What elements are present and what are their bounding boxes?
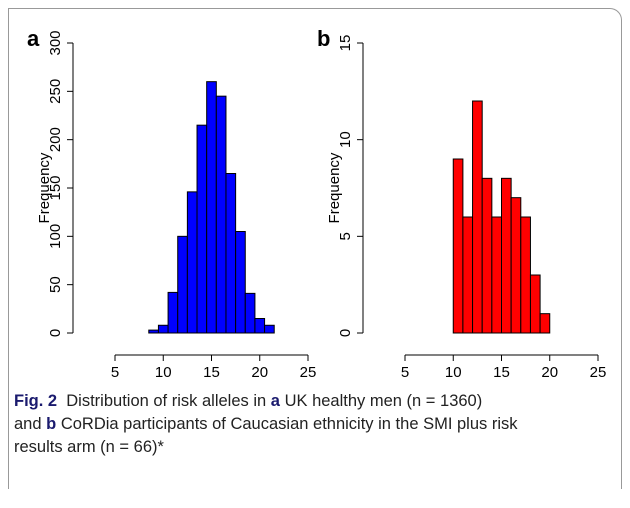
bar: [539, 313, 551, 334]
bar: [254, 318, 266, 334]
bar: [481, 177, 493, 334]
x-tick-label: 5: [401, 364, 409, 381]
y-tick-label: 0: [47, 329, 64, 337]
caption-text: and: [14, 415, 42, 433]
bar: [510, 197, 522, 334]
x-tick-label: 25: [300, 364, 317, 381]
y-tick-label: 15: [337, 35, 354, 52]
y-tick-label: 0: [337, 329, 354, 337]
bar: [225, 173, 237, 334]
x-tick-label: 10: [445, 364, 462, 381]
bar: [215, 95, 227, 334]
bar: [206, 81, 217, 334]
bar: [186, 191, 198, 334]
chart: a050100150200250300Frequency510152025Unw…: [27, 26, 607, 381]
y-tick-label: 150: [47, 175, 64, 200]
bar: [148, 329, 159, 334]
caption-text: CoRDia participants of Caucasian ethnici…: [60, 415, 518, 433]
bar: [529, 274, 541, 334]
caption-text: results arm (n = 66)*: [14, 438, 164, 456]
y-tick-label: 5: [337, 232, 354, 240]
bar: [462, 216, 474, 334]
caption-line: and b CoRDia participants of Caucasian e…: [14, 413, 518, 436]
caption-text: Distribution of risk alleles in: [66, 392, 267, 410]
y-tick-label: 10: [337, 131, 354, 148]
bar: [244, 292, 256, 334]
x-tick-label: 20: [251, 364, 268, 381]
bar: [264, 324, 275, 334]
y-tick-label: 100: [47, 224, 64, 249]
x-tick-label: 10: [155, 364, 172, 381]
bar: [452, 158, 464, 334]
bar: [501, 177, 512, 334]
figure-number: Fig. 2: [14, 392, 58, 410]
figure-frame: [8, 8, 622, 489]
caption: Fig. 2 Distribution of risk alleles in a…: [14, 390, 518, 459]
y-tick-label: 200: [47, 127, 64, 152]
caption-text: UK healthy men (n = 1360): [284, 392, 483, 410]
x-tick-label: 25: [590, 364, 607, 381]
bar: [196, 124, 208, 334]
bar: [491, 216, 503, 334]
bar: [167, 291, 179, 334]
x-tick-label: 15: [203, 364, 220, 381]
caption-line: Fig. 2 Distribution of risk alleles in a…: [14, 390, 518, 413]
y-axis-title: Frequency: [326, 152, 343, 223]
panel-ref: b: [46, 415, 57, 433]
panel-label: b: [317, 26, 330, 51]
y-tick-label: 50: [47, 276, 64, 293]
x-tick-label: 15: [493, 364, 510, 381]
bar: [177, 235, 188, 334]
bar: [157, 324, 169, 334]
bar: [235, 231, 246, 334]
bar: [472, 100, 483, 334]
y-tick-label: 300: [47, 30, 64, 55]
bar: [520, 216, 531, 334]
x-tick-label: 20: [541, 364, 558, 381]
x-tick-label: 5: [111, 364, 119, 381]
y-axis-title: Frequency: [36, 152, 53, 223]
y-tick-label: 250: [47, 79, 64, 104]
caption-line: results arm (n = 66)*: [14, 436, 518, 459]
panel-label: a: [27, 26, 40, 51]
panel-ref: a: [270, 392, 280, 410]
